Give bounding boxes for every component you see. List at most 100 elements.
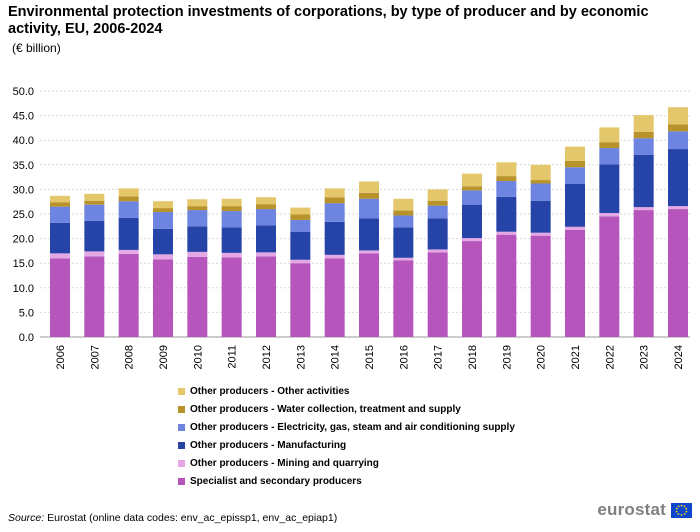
eu-flag-icon xyxy=(671,502,692,518)
bar-segment xyxy=(427,205,448,219)
legend-item: Other producers - Electricity, gas, stea… xyxy=(178,418,515,436)
legend-swatch xyxy=(178,423,185,431)
bar-segment xyxy=(359,250,379,254)
bar-segment xyxy=(290,259,311,264)
bar-segment xyxy=(668,124,688,132)
bar-stack-2007 xyxy=(84,193,105,337)
bar-segment xyxy=(393,260,414,337)
bar-segment xyxy=(256,256,276,337)
bar-segment xyxy=(633,210,654,337)
x-tick-label: 2010 xyxy=(192,345,204,369)
bar-segment xyxy=(530,200,551,233)
bar-stack-2008 xyxy=(118,188,139,337)
bar-segment xyxy=(153,259,173,337)
bar-segment xyxy=(462,204,482,239)
legend-label: Other producers - Electricity, gas, stea… xyxy=(190,421,515,433)
source-label: Source: xyxy=(8,512,45,524)
bar-segment xyxy=(393,198,414,211)
bar-segment xyxy=(359,192,379,199)
bar-segment xyxy=(462,238,482,242)
bar-segment xyxy=(324,254,345,259)
bar-segment xyxy=(118,249,139,254)
x-tick-label: 2015 xyxy=(364,345,376,369)
bar-segment xyxy=(84,204,105,221)
bar-segment xyxy=(393,227,414,258)
y-tick-label: 5.0 xyxy=(19,307,34,319)
bar-segment xyxy=(496,231,517,235)
x-tick-label: 2009 xyxy=(158,345,170,369)
bar-segment xyxy=(290,214,311,220)
bar-segment xyxy=(359,218,379,251)
bar-segment xyxy=(50,206,70,223)
x-tick-label: 2024 xyxy=(673,345,685,369)
bar-segment xyxy=(668,107,688,125)
bar-segment xyxy=(153,208,173,213)
eurostat-logo: eurostat xyxy=(597,500,692,520)
legend-item: Other producers - Other activities xyxy=(178,382,515,400)
bar-segment xyxy=(153,212,173,229)
bar-stack-2010 xyxy=(187,199,208,337)
bar-segment xyxy=(118,188,139,197)
bar-segment xyxy=(462,173,482,187)
bar-stack-2015 xyxy=(359,181,379,337)
chart-title: Environmental protection investments of … xyxy=(8,4,649,37)
bar-segment xyxy=(359,198,379,219)
x-axis-ticks: 2006 2007 2008 2009 2010 2011 2012 2013 2014 2015… xyxy=(55,345,685,369)
bar-segment xyxy=(50,253,70,259)
bar-segment xyxy=(427,200,448,206)
bar-stack-2014 xyxy=(324,188,345,337)
bar-stack-2016 xyxy=(393,198,414,337)
bar-segment xyxy=(221,211,242,228)
y-axis-ticks: 0.0 5.0 10.0 15.0 20.0 25.0 30.0 35.0 40.0 45.0 50… xyxy=(13,86,34,344)
bar-segment xyxy=(118,196,139,202)
x-tick-label: 2020 xyxy=(536,345,548,369)
bar-segment xyxy=(427,252,448,337)
bar-segment xyxy=(84,220,105,252)
bar-stack-2013 xyxy=(290,207,311,337)
y-tick-label: 0.0 xyxy=(19,332,34,344)
bar-segment xyxy=(393,257,414,261)
x-tick-label: 2014 xyxy=(330,345,342,369)
bar-segment xyxy=(462,241,482,337)
bar-stack-2023 xyxy=(633,115,654,337)
bar-stack-2011 xyxy=(221,198,242,337)
legend-label: Other producers - Manufacturing xyxy=(190,439,347,451)
bar-stack-2006 xyxy=(50,195,70,337)
bar-segment xyxy=(50,222,70,254)
y-tick-label: 40.0 xyxy=(13,135,34,147)
bar-segment xyxy=(290,231,311,260)
bar-segment xyxy=(565,160,585,168)
legend-item: Other producers - Manufacturing xyxy=(178,436,515,454)
bar-segment xyxy=(633,154,654,208)
bar-segment xyxy=(599,213,620,217)
bar-stack-2017 xyxy=(427,189,448,337)
bar-segment xyxy=(221,252,242,258)
bar-segment xyxy=(565,226,585,230)
legend-swatch xyxy=(178,459,185,467)
x-tick-label: 2023 xyxy=(639,345,651,369)
bar-segment xyxy=(496,181,517,197)
bar-segment xyxy=(256,197,276,205)
bar-segment xyxy=(427,189,448,201)
bar-segment xyxy=(153,254,173,260)
bar-segment xyxy=(530,180,551,184)
x-tick-label: 2006 xyxy=(55,345,67,369)
legend-label: Other producers - Mining and quarrying xyxy=(190,457,379,469)
legend-swatch xyxy=(178,441,185,449)
bar-segment xyxy=(496,162,517,177)
x-tick-label: 2022 xyxy=(604,345,616,369)
bar-segment xyxy=(530,164,551,181)
bar-segment xyxy=(668,131,688,150)
bar-stack-2022 xyxy=(599,127,620,337)
bar-segment xyxy=(221,257,242,337)
bar-segment xyxy=(84,193,105,201)
bar-segment xyxy=(256,209,276,226)
bar-segment xyxy=(633,207,654,211)
x-tick-label: 2011 xyxy=(227,345,239,369)
bar-segment xyxy=(427,218,448,250)
x-tick-label: 2016 xyxy=(398,345,410,369)
x-tick-label: 2021 xyxy=(570,345,582,369)
bar-segment xyxy=(496,234,517,337)
bar-segment xyxy=(221,206,242,212)
x-tick-label: 2007 xyxy=(89,345,101,369)
